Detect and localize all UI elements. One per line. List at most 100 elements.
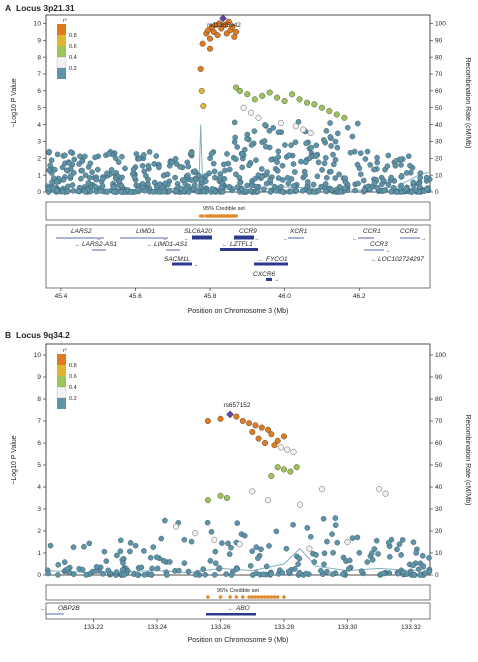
snp-point bbox=[246, 162, 252, 169]
snp-point bbox=[354, 534, 361, 541]
snp-point-highlight bbox=[258, 424, 265, 431]
x-tick-label: 133.26 bbox=[211, 624, 231, 631]
snp-point bbox=[113, 155, 119, 162]
snp-point-highlight bbox=[281, 466, 288, 473]
snp-point bbox=[388, 174, 395, 181]
snp-point bbox=[263, 563, 270, 570]
snp-point bbox=[122, 165, 128, 172]
snp-point-highlight bbox=[284, 446, 291, 453]
snp-point bbox=[111, 189, 117, 195]
snp-point bbox=[60, 176, 67, 183]
svg-text:→: → bbox=[162, 236, 168, 242]
snp-point bbox=[426, 555, 432, 561]
snp-point bbox=[89, 169, 95, 175]
snp-point bbox=[244, 135, 250, 142]
snp-point bbox=[141, 168, 147, 175]
svg-text:←: ← bbox=[258, 257, 264, 263]
snp-point bbox=[298, 158, 304, 165]
svg-text:←: ← bbox=[371, 257, 377, 263]
snp-point bbox=[392, 162, 399, 169]
snp-point bbox=[92, 154, 98, 161]
snp-point bbox=[50, 185, 57, 192]
snp-point bbox=[338, 188, 344, 195]
snp-point bbox=[110, 183, 117, 190]
snp-point bbox=[327, 168, 334, 175]
panel-a-ylabel: −Log10 P Value bbox=[11, 78, 18, 127]
snp-point bbox=[410, 539, 417, 546]
snp-point bbox=[188, 538, 195, 545]
y2-tick-label: 80 bbox=[435, 396, 443, 403]
panel-a-letter: A bbox=[5, 3, 11, 13]
snp-point bbox=[275, 175, 282, 181]
y2-tick-label: 10 bbox=[435, 550, 443, 557]
credible-set-dot bbox=[256, 595, 261, 599]
svg-text:LZTFL1: LZTFL1 bbox=[230, 241, 253, 248]
snp-point bbox=[211, 572, 218, 578]
svg-text:→: → bbox=[385, 248, 391, 254]
snp-point bbox=[237, 179, 243, 186]
snp-point bbox=[296, 569, 303, 576]
snp-point bbox=[313, 142, 320, 149]
snp-point-highlight bbox=[251, 96, 258, 103]
snp-point-highlight bbox=[173, 523, 180, 530]
snp-point bbox=[185, 568, 192, 575]
y2-tick-label: 50 bbox=[435, 105, 443, 112]
snp-point bbox=[332, 515, 339, 521]
snp-point bbox=[184, 172, 191, 179]
svg-text:OBP2B: OBP2B bbox=[58, 605, 80, 612]
svg-text:LARS2: LARS2 bbox=[71, 228, 92, 235]
snp-point-highlight bbox=[233, 84, 240, 91]
snp-point bbox=[308, 144, 315, 151]
snp-point-highlight bbox=[326, 108, 333, 115]
snp-point bbox=[251, 128, 258, 134]
snp-point-highlight bbox=[274, 464, 281, 471]
snp-point bbox=[70, 187, 77, 194]
svg-text:LIMD1: LIMD1 bbox=[136, 228, 156, 235]
snp-point bbox=[150, 189, 157, 195]
snp-point bbox=[307, 534, 314, 540]
snp-point bbox=[93, 564, 100, 570]
snp-point bbox=[374, 159, 381, 166]
y2-tick-label: 90 bbox=[435, 374, 443, 381]
snp-point bbox=[225, 540, 231, 547]
snp-point bbox=[266, 127, 273, 134]
svg-text:SLC6A20: SLC6A20 bbox=[184, 228, 212, 235]
snp-point-highlight bbox=[205, 27, 212, 34]
snp-point-highlight bbox=[244, 91, 251, 98]
snp-point bbox=[138, 564, 145, 571]
x-tick-label: 133.32 bbox=[401, 624, 421, 631]
credible-set-dot bbox=[253, 595, 258, 599]
snp-point bbox=[368, 550, 375, 557]
snp-point bbox=[162, 180, 169, 187]
snp-point bbox=[385, 152, 392, 159]
snp-point-highlight bbox=[218, 25, 225, 32]
snp-point bbox=[254, 188, 261, 195]
snp-point-highlight bbox=[206, 35, 213, 42]
snp-point-highlight bbox=[240, 104, 247, 111]
svg-text:XCR1: XCR1 bbox=[289, 228, 308, 235]
x-tick-label: 133.30 bbox=[338, 624, 358, 631]
credible-set-dot bbox=[228, 595, 232, 599]
snp-point bbox=[198, 176, 204, 183]
snp-point bbox=[234, 144, 240, 150]
snp-point bbox=[168, 159, 175, 166]
snp-point bbox=[52, 166, 58, 173]
snp-point-highlight bbox=[290, 448, 297, 455]
snp-point-highlight bbox=[255, 114, 262, 121]
svg-text:←: ← bbox=[352, 236, 358, 242]
snp-point-highlight bbox=[221, 22, 228, 29]
snp-point bbox=[140, 152, 147, 158]
snp-point bbox=[247, 188, 254, 194]
snp-point-highlight bbox=[265, 426, 272, 433]
x-tick-label: 133.24 bbox=[147, 624, 167, 631]
snp-point-highlight bbox=[268, 431, 275, 438]
snp-point bbox=[119, 153, 125, 160]
snp-point bbox=[53, 179, 60, 185]
snp-point-highlight bbox=[249, 429, 256, 436]
snp-point bbox=[121, 571, 127, 578]
snp-point-highlight bbox=[223, 495, 230, 502]
snp-point-highlight bbox=[252, 422, 259, 429]
svg-text:→: → bbox=[274, 277, 280, 283]
snp-point bbox=[233, 156, 239, 162]
